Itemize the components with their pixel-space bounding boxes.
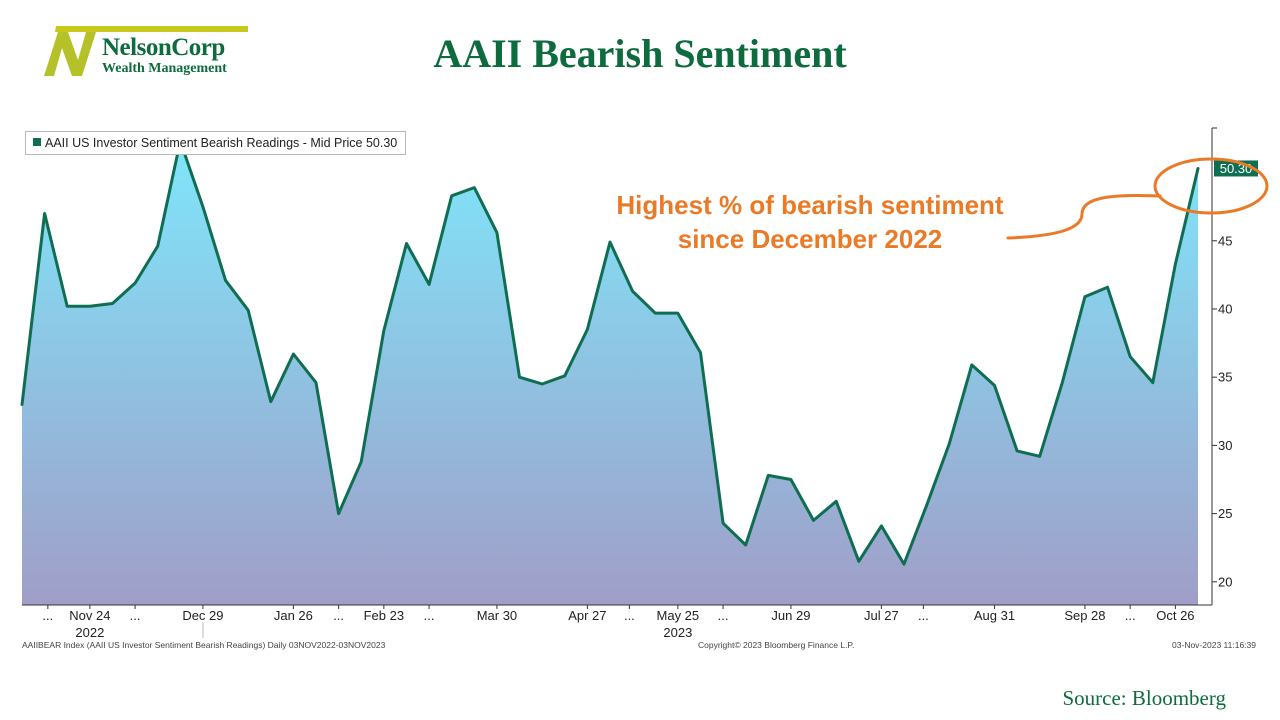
area-fill bbox=[22, 141, 1198, 605]
logo-n-mark bbox=[44, 32, 96, 76]
nelsoncorp-logo bbox=[44, 26, 248, 76]
x-tick-label: ... bbox=[333, 608, 344, 623]
x-tick-label: Aug 31 bbox=[974, 608, 1015, 623]
legend-swatch bbox=[33, 138, 41, 146]
x-tick-label: ... bbox=[130, 608, 141, 623]
plot-area bbox=[22, 141, 1198, 605]
x-tick-label: Nov 24 bbox=[69, 608, 110, 623]
x-tick-label: ... bbox=[424, 608, 435, 623]
x-tick-label: ... bbox=[42, 608, 53, 623]
y-tick-label: 30 bbox=[1218, 438, 1232, 453]
x-tick-label: Dec 29 bbox=[182, 608, 223, 623]
footer-copyright: Copyright© 2023 Bloomberg Finance L.P. bbox=[698, 640, 855, 650]
source-note: Source: Bloomberg bbox=[1062, 686, 1226, 710]
x-tick-label: Jun 29 bbox=[771, 608, 810, 623]
x-year-label: 2023 bbox=[663, 625, 692, 640]
annotation-line-1: Highest % of bearish sentiment bbox=[616, 190, 1004, 220]
x-tick-label: Jul 27 bbox=[864, 608, 899, 623]
annotation-callout bbox=[1006, 157, 1269, 240]
legend-label: AAII US Investor Sentiment Bearish Readi… bbox=[45, 136, 398, 150]
x-tick-label: May 25 bbox=[657, 608, 700, 623]
chart-legend: AAII US Investor Sentiment Bearish Readi… bbox=[25, 131, 407, 155]
y-tick-label: 40 bbox=[1218, 301, 1232, 316]
axes: 20 25 30 35 40 45... Nov 24... Dec 29 Jan 26... F… bbox=[22, 127, 1258, 640]
page-title: AAII Bearish Sentiment bbox=[433, 31, 847, 76]
callout-arrow bbox=[1006, 194, 1162, 240]
y-tick-label: 25 bbox=[1218, 506, 1232, 521]
x-tick-label: ... bbox=[918, 608, 929, 623]
series-marks bbox=[20, 139, 1200, 566]
series-line bbox=[20, 139, 1200, 566]
logo-subtitle: Wealth Management bbox=[102, 61, 227, 76]
x-tick-label: Feb 23 bbox=[364, 608, 404, 623]
logo-wordmark: NelsonCorp Wealth Management bbox=[102, 34, 227, 76]
logo-name: NelsonCorp bbox=[102, 34, 225, 61]
logo-bar bbox=[55, 26, 248, 32]
x-tick-label: ... bbox=[1125, 608, 1136, 623]
footer-index-info: AAIIBEAR Index (AAII US Investor Sentime… bbox=[22, 640, 386, 650]
y-tick-label: 35 bbox=[1218, 370, 1232, 385]
annotation-line-2: since December 2022 bbox=[677, 224, 943, 254]
annotation-text: Highest % of bearish sentiment since Dec… bbox=[560, 188, 1060, 256]
footer-timestamp: 03-Nov-2023 11:16:39 bbox=[1172, 640, 1256, 650]
x-year-label: 2022 bbox=[75, 625, 104, 640]
x-tick-label: Apr 27 bbox=[568, 608, 606, 623]
x-tick-label: Jan 26 bbox=[274, 608, 313, 623]
x-tick-label: ... bbox=[718, 608, 729, 623]
x-tick-label: Mar 30 bbox=[477, 608, 517, 623]
x-tick-label: ... bbox=[624, 608, 635, 623]
highlight-ellipse bbox=[1153, 157, 1269, 215]
x-tick-label: Oct 26 bbox=[1156, 608, 1194, 623]
x-tick-label: Sep 28 bbox=[1064, 608, 1105, 623]
y-tick-label: 45 bbox=[1218, 233, 1232, 248]
y-tick-label: 20 bbox=[1218, 574, 1232, 589]
